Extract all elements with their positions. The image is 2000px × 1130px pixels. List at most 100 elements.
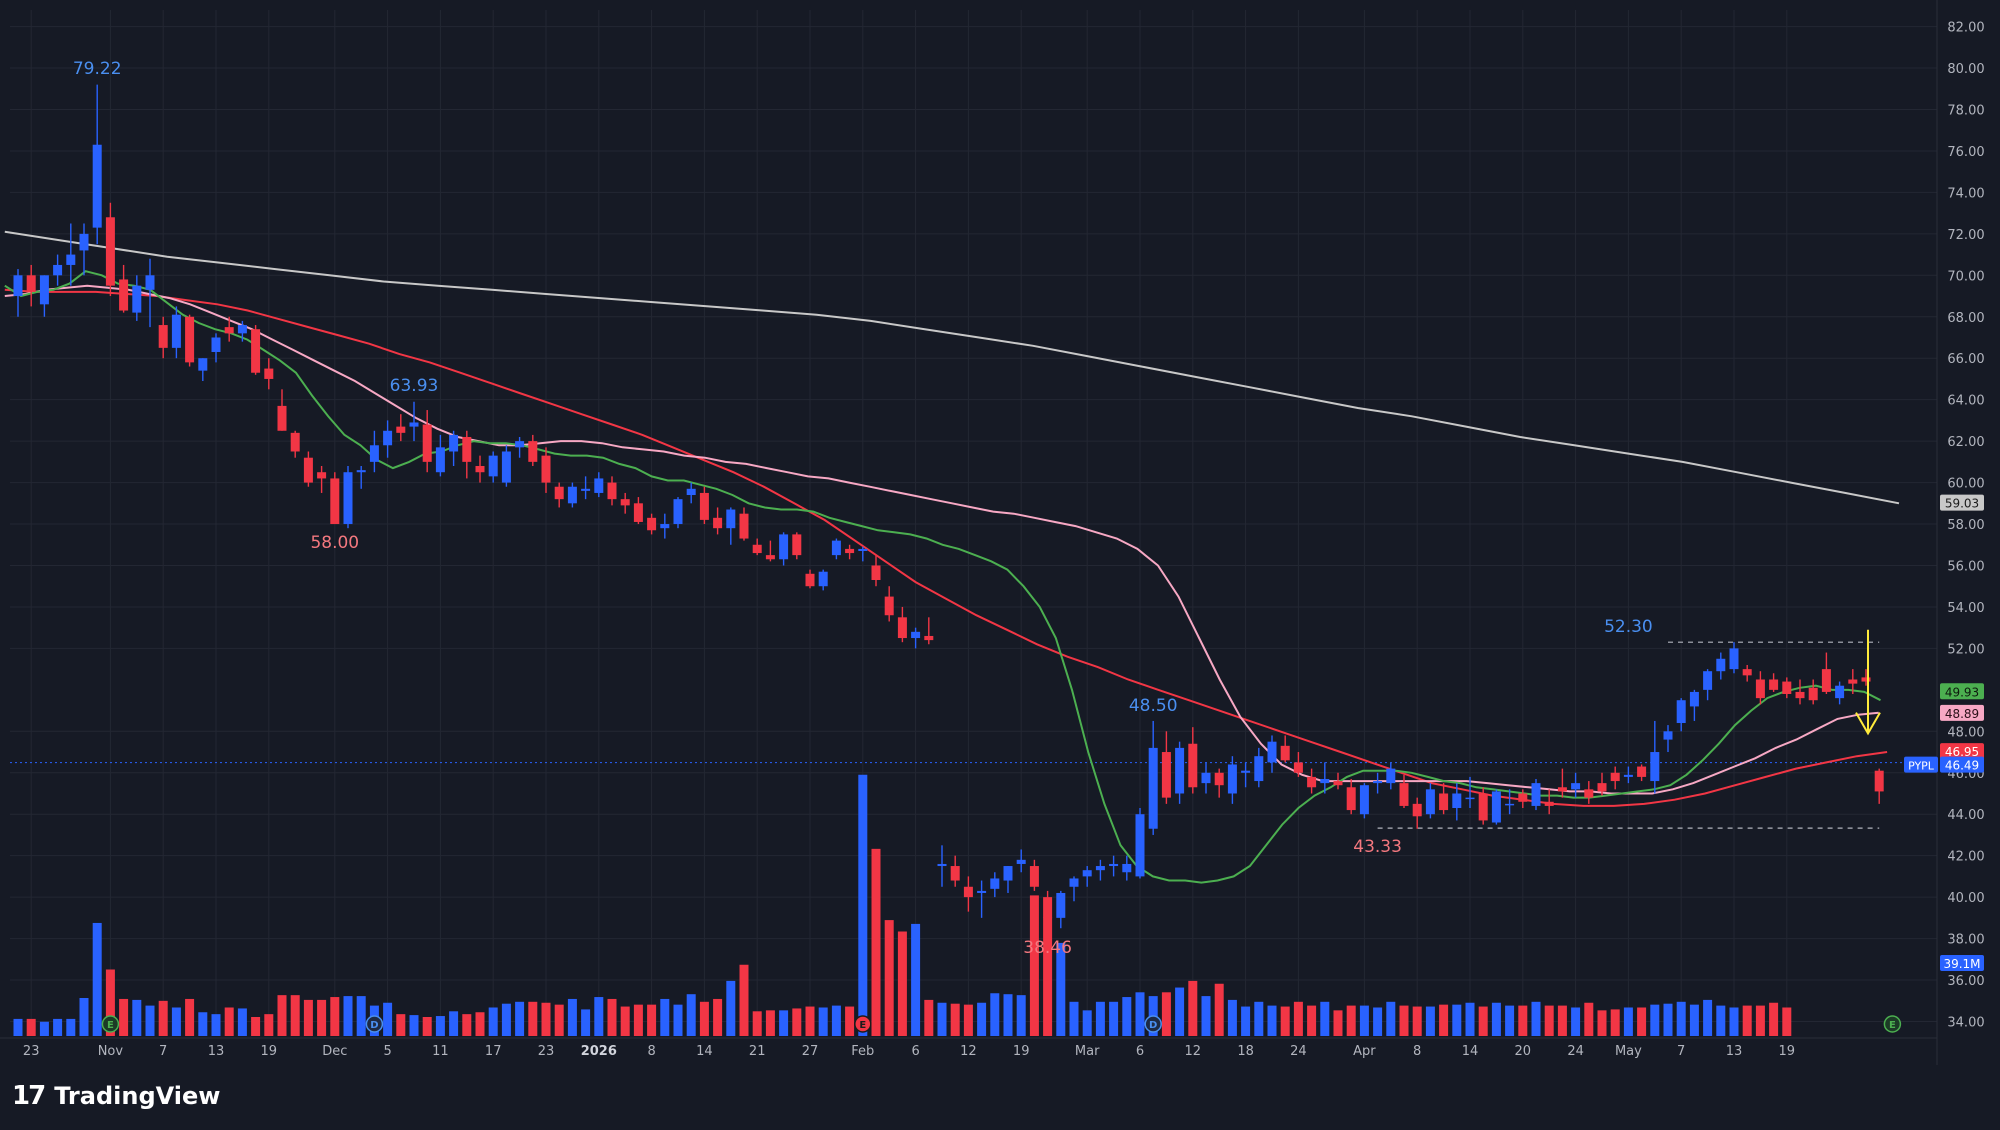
candle-body: [1742, 669, 1752, 676]
volume-bar: [1056, 942, 1066, 1036]
price-label: 48.89: [1945, 707, 1979, 721]
x-tick-label: 23: [23, 1044, 40, 1059]
volume-bar: [1544, 1005, 1554, 1036]
candle-body: [831, 540, 841, 556]
event-marker-label: D: [370, 1020, 378, 1031]
x-tick-label: 12: [1185, 1044, 1202, 1059]
volume-bar: [779, 1010, 789, 1036]
candle-body: [422, 424, 432, 462]
candle-body: [1293, 762, 1303, 773]
tradingview-logo[interactable]: 𝟭𝟳 TradingView: [12, 1081, 220, 1111]
y-tick-label: 52.00: [1947, 642, 1984, 657]
volume-bar: [1742, 1005, 1752, 1036]
volume-bar: [145, 1005, 155, 1036]
candle-body: [1491, 791, 1501, 823]
candle-body: [1188, 743, 1198, 788]
volume-bar: [739, 964, 749, 1036]
volume-bar: [119, 998, 129, 1036]
x-tick-label: 7: [1677, 1044, 1685, 1059]
price-annotation: 52.30: [1604, 617, 1653, 637]
event-marker-label: E: [859, 1020, 866, 1031]
candle-body: [1029, 866, 1039, 887]
candle-body: [779, 534, 789, 560]
candle-body: [1122, 863, 1132, 873]
candle-body: [686, 488, 696, 496]
volume-label-bg: [1940, 955, 1984, 971]
candle-body: [1557, 787, 1567, 792]
candle-body: [911, 631, 921, 639]
candle-body: [1412, 803, 1422, 817]
volume-bar: [462, 1014, 472, 1036]
x-tick-label: 12: [960, 1044, 977, 1059]
ma-50-line: [4, 288, 1888, 807]
volume-bar: [515, 1001, 525, 1036]
candle-body: [1333, 781, 1343, 786]
volume-bar: [383, 1002, 393, 1036]
ma-200-line: [4, 230, 1900, 505]
price-label: 49.93: [1945, 685, 1979, 699]
volume-bar: [1095, 1001, 1105, 1036]
volume-bar: [132, 999, 142, 1036]
volume-bar: [1399, 1005, 1409, 1036]
dividend-marker-icon: [1144, 1015, 1162, 1033]
x-tick-label: 13: [208, 1044, 225, 1059]
volume-bar: [699, 1001, 709, 1036]
price-annotation: 63.93: [390, 376, 439, 396]
candle-body: [1571, 783, 1581, 790]
volume-bar: [581, 1009, 591, 1036]
candle-body: [818, 571, 828, 587]
candle-body: [105, 217, 115, 286]
volume-bar: [92, 922, 102, 1036]
volume-bar: [1293, 1001, 1303, 1036]
volume-bar: [158, 1000, 168, 1036]
volume-bar: [1386, 1001, 1396, 1036]
volume-bar: [845, 1006, 855, 1036]
y-tick-label: 38.00: [1947, 933, 1984, 948]
volume-bar: [1716, 1005, 1726, 1036]
candle-body: [1861, 677, 1871, 682]
volume-bar: [1346, 1005, 1356, 1036]
price-label-bg: [1940, 743, 1984, 760]
arrow-head: [1855, 712, 1881, 736]
x-tick-label: Nov: [98, 1044, 124, 1059]
y-tick-label: 48.00: [1947, 725, 1984, 740]
candle-body: [1689, 691, 1699, 707]
candle-body: [1452, 793, 1462, 808]
candle-body: [1043, 897, 1053, 918]
volume-bar: [831, 1005, 841, 1036]
candle-body: [554, 486, 564, 500]
yellow-arrow: [1855, 629, 1881, 736]
candle-body: [383, 430, 393, 446]
volume-bar: [950, 1003, 960, 1036]
volume-bars: [13, 774, 1792, 1036]
volume-bar: [1782, 1007, 1792, 1036]
candle-body: [1069, 878, 1079, 887]
candle-body: [1808, 687, 1818, 701]
volume-bar: [528, 1001, 538, 1036]
candle-body: [66, 254, 76, 265]
volume-bar: [475, 1012, 485, 1036]
candle-body: [633, 503, 643, 522]
x-tick-label: 14: [696, 1044, 713, 1059]
candle-body: [1637, 766, 1647, 777]
volume-bar: [884, 920, 894, 1036]
volume-bar: [1465, 1002, 1475, 1036]
level-lines: [10, 641, 1937, 829]
price-axis[interactable]: 82.00 80.00 78.00 76.00 74.00 72.00 70.00 68.00…: [1904, 0, 1985, 1065]
volume-bar: [990, 993, 1000, 1036]
candle-body: [26, 275, 36, 292]
y-tick-label: 80.00: [1947, 62, 1984, 77]
candle-body: [528, 441, 538, 462]
candle-body: [1505, 803, 1515, 806]
x-tick-label: 27: [802, 1044, 819, 1059]
x-tick-label: 20: [1515, 1044, 1532, 1059]
y-tick-label: 72.00: [1947, 228, 1984, 243]
x-tick-label: 11: [432, 1044, 449, 1059]
time-axis[interactable]: 23 Nov 7 13 19 Dec 5 11 17 23 2026 8 14 21 27 Feb 6 12 19 M…: [0, 1037, 1937, 1059]
volume-bar: [211, 1014, 221, 1036]
volume-bar: [1135, 992, 1145, 1036]
